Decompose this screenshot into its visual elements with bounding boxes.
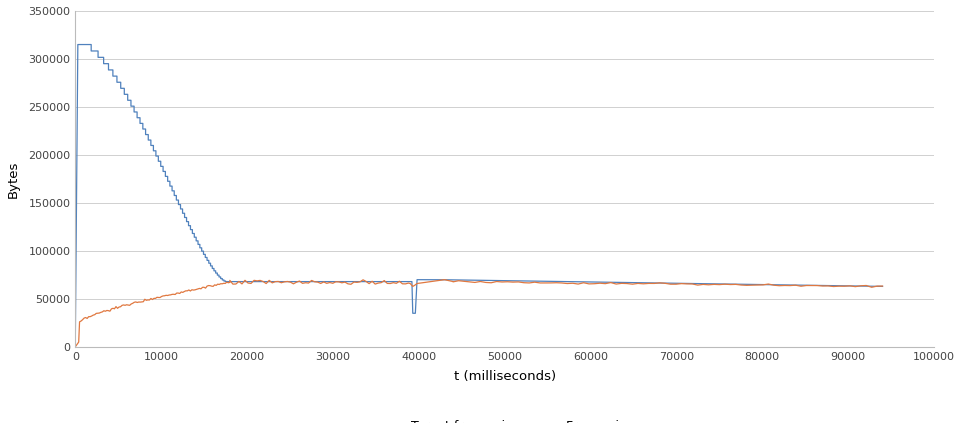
Frame size bbox=[175, 289, 186, 294]
Target frame size bbox=[203, 261, 214, 266]
Frame size bbox=[382, 281, 393, 286]
Line: Frame size: Frame size bbox=[75, 280, 881, 347]
Frame size bbox=[875, 283, 887, 288]
Line: Target frame size: Target frame size bbox=[75, 44, 881, 347]
Frame size bbox=[366, 279, 378, 284]
Legend: Target frame size, Frame size: Target frame size, Frame size bbox=[375, 420, 633, 423]
Y-axis label: Bytes: Bytes bbox=[7, 160, 20, 198]
Target frame size bbox=[875, 284, 887, 289]
Target frame size bbox=[72, 42, 84, 47]
Target frame size bbox=[69, 344, 81, 349]
Target frame size bbox=[407, 311, 418, 316]
X-axis label: t (milliseconds): t (milliseconds) bbox=[454, 370, 555, 383]
Target frame size bbox=[613, 280, 625, 285]
Frame size bbox=[438, 277, 450, 282]
Target frame size bbox=[820, 283, 831, 288]
Frame size bbox=[69, 344, 81, 349]
Frame size bbox=[179, 289, 190, 294]
Frame size bbox=[375, 280, 386, 285]
Target frame size bbox=[103, 61, 114, 66]
Target frame size bbox=[160, 174, 171, 179]
Frame size bbox=[729, 282, 741, 287]
